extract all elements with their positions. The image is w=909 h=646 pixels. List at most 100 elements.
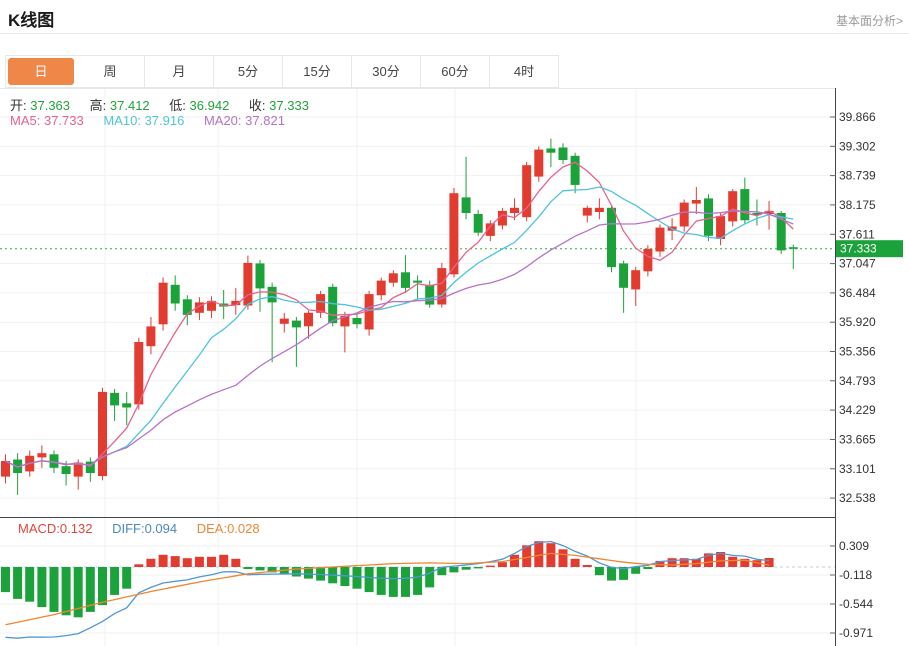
candle: [728, 189, 738, 227]
ma-legend: MA5: 37.733 MA10: 37.916 MA20: 37.821: [10, 113, 301, 128]
candle: [85, 457, 95, 482]
price-axis-label: 38.175: [839, 198, 876, 212]
macd-bar: [752, 560, 762, 567]
macd-bar: [13, 567, 23, 599]
candle: [170, 275, 180, 311]
candle: [716, 213, 726, 246]
tab-5分[interactable]: 5分: [214, 56, 283, 87]
dea-line: [5, 552, 770, 626]
candle: [679, 199, 689, 232]
candle: [364, 291, 374, 336]
macd-bar: [522, 545, 532, 567]
macd-bar: [401, 567, 410, 597]
tab-4时[interactable]: 4时: [490, 56, 559, 87]
macd-bar: [340, 567, 350, 586]
ma20-value: 37.821: [245, 113, 285, 128]
macd-bar: [255, 567, 265, 571]
tab-月[interactable]: 月: [145, 56, 214, 87]
candle: [207, 296, 216, 318]
candle: [376, 277, 386, 301]
candle: [328, 283, 338, 327]
macd-axis-label: 0.309: [839, 539, 869, 553]
ma10-label: MA10:: [103, 113, 141, 128]
last-price-tag: 37.333: [836, 240, 903, 258]
price-axis-label: 33.101: [839, 462, 876, 476]
macd-bar: [728, 556, 738, 567]
candle: [522, 162, 532, 222]
close-value: 37.333: [269, 98, 309, 113]
open-value: 37.363: [30, 98, 71, 113]
ma10-value: 37.916: [144, 113, 185, 128]
macd-bar: [219, 554, 229, 567]
macd-bar: [158, 554, 168, 567]
macd-bar: [267, 567, 277, 573]
macd-bar: [243, 567, 253, 569]
candle: [558, 143, 568, 165]
dea-label: DEA:: [196, 521, 228, 536]
period-tab-bar: 日周月 5分 15分 30分 60分 4时: [5, 55, 559, 88]
candle: [316, 291, 326, 318]
candle: [194, 297, 204, 321]
open-label: 开:: [10, 98, 27, 113]
macd-label: MACD:: [18, 521, 60, 536]
macd-axis-label: -0.971: [839, 626, 873, 640]
macd-bar: [73, 567, 83, 618]
macd-bar: [376, 567, 386, 595]
macd-bar: [49, 567, 59, 612]
tab-30分[interactable]: 30分: [352, 56, 421, 87]
price-axis-label: 34.229: [839, 403, 876, 417]
high-label: 高:: [89, 98, 107, 113]
candle: [643, 245, 653, 277]
macd-bar: [316, 567, 326, 581]
candle: [473, 209, 483, 236]
macd-bar: [207, 556, 216, 567]
candle: [255, 259, 265, 312]
price-axis-label: 35.356: [839, 345, 876, 359]
candle: [764, 201, 774, 230]
macd-bar: [473, 567, 483, 569]
high-value: 37.412: [109, 98, 150, 113]
macd-bar: [449, 567, 459, 573]
tab-日[interactable]: 日: [8, 58, 74, 85]
ma5-label: MA5:: [10, 113, 41, 128]
macd-bar: [619, 567, 629, 580]
candle: [437, 262, 447, 308]
candle: [655, 224, 665, 257]
candle: [582, 205, 592, 223]
candle: [594, 198, 604, 220]
candle: [291, 317, 301, 367]
candle: [158, 277, 168, 331]
macd-bar: [679, 558, 689, 567]
macd-bar: [352, 567, 362, 589]
candle: [510, 198, 519, 221]
price-axis-label: 39.866: [839, 110, 876, 124]
macd-bar: [388, 567, 398, 597]
tab-15分[interactable]: 15分: [283, 56, 352, 87]
candle: [425, 280, 435, 308]
candle: [570, 152, 580, 194]
candle: [279, 312, 289, 333]
macd-bar: [1, 567, 10, 593]
tab-60分[interactable]: 60分: [421, 56, 490, 87]
macd-bar: [413, 567, 423, 595]
macd-bar: [134, 564, 144, 567]
price-axis-label: 32.538: [839, 491, 876, 505]
candle: [134, 337, 144, 410]
macd-bar: [425, 567, 435, 588]
ohlc-legend: 开: 37.363 高: 37.412 低: 36.942 收: 37.333: [10, 95, 325, 114]
fundamental-analysis-link[interactable]: 基本面分析>: [835, 14, 903, 28]
candle: [704, 194, 713, 242]
tab-周[interactable]: 周: [76, 56, 145, 87]
price-axis-label: 38.739: [839, 169, 876, 183]
candle: [461, 156, 471, 220]
candle: [388, 270, 398, 287]
macd-bar: [607, 567, 616, 581]
ma20-line: [5, 210, 794, 468]
ma20-label: MA20:: [203, 113, 242, 128]
candle: [182, 295, 192, 326]
candle: [401, 255, 410, 294]
candle: [740, 177, 750, 225]
macd-bar: [740, 558, 750, 567]
candle: [13, 453, 23, 495]
candle: [788, 244, 798, 269]
